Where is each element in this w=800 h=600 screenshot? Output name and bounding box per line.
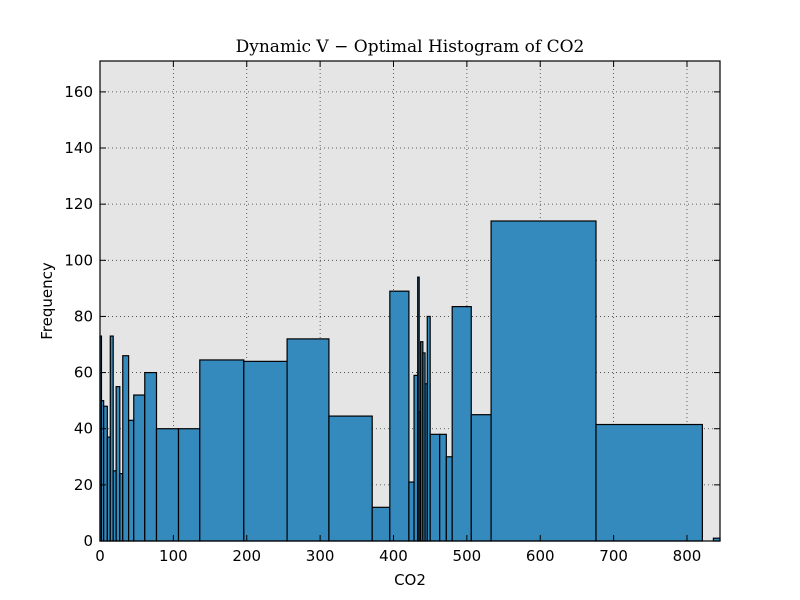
x-tick-label-700: 700 <box>599 547 628 565</box>
y-tick-label-40: 40 <box>74 420 93 438</box>
histogram-bar-31 <box>451 306 472 542</box>
histogram-bar-14 <box>199 359 245 542</box>
histogram-bar-8 <box>122 355 130 542</box>
x-tick-label-100: 100 <box>159 547 188 565</box>
y-tick-label-160: 160 <box>64 83 93 101</box>
histogram-bar-32 <box>470 414 492 542</box>
y-tick-label-100: 100 <box>64 251 93 269</box>
y-tick-label-140: 140 <box>64 139 93 157</box>
x-tick-label-800: 800 <box>673 547 702 565</box>
x-tick-label-600: 600 <box>526 547 555 565</box>
histogram-bar-15 <box>243 360 288 542</box>
y-tick-label-120: 120 <box>64 195 93 213</box>
x-axis-label: CO2 <box>394 571 426 589</box>
histogram-bar-17 <box>328 415 373 542</box>
chart-title: Dynamic V − Optimal Histogram of CO2 <box>236 37 585 57</box>
y-tick-label-80: 80 <box>74 307 93 325</box>
histogram-bar-34 <box>595 423 703 542</box>
x-tick-label-300: 300 <box>306 547 335 565</box>
x-tick-label-200: 200 <box>232 547 261 565</box>
histogram-bar-9 <box>128 419 135 542</box>
histogram-bar-19 <box>389 290 410 542</box>
y-axis-label: Frequency <box>38 262 56 340</box>
histogram-bar-16 <box>286 338 330 542</box>
axis-ticks: 0 100 200 300 400 500 600 700 800 0 20 40 60 80 100 120… <box>64 61 720 565</box>
x-tick-label-500: 500 <box>453 547 482 565</box>
y-tick-label-60: 60 <box>74 364 93 382</box>
histogram-bar-33 <box>490 220 597 542</box>
histogram-bar-30 <box>445 456 453 542</box>
histogram-bar-28 <box>429 433 441 542</box>
histogram-bar-11 <box>144 371 158 542</box>
histogram-bar-13 <box>177 428 201 542</box>
histogram-bar-20 <box>408 481 415 542</box>
x-tick-label-400: 400 <box>379 547 408 565</box>
histogram-bar-18 <box>371 506 391 542</box>
histogram-bar-29 <box>439 433 447 542</box>
histogram-bar-10 <box>133 394 146 542</box>
x-tick-label-0: 0 <box>95 547 105 565</box>
histogram-bars <box>99 220 721 542</box>
y-tick-label-20: 20 <box>74 476 93 494</box>
y-tick-label-0: 0 <box>83 532 93 550</box>
histogram-bar-12 <box>155 428 180 542</box>
plot-frame <box>99 60 721 542</box>
